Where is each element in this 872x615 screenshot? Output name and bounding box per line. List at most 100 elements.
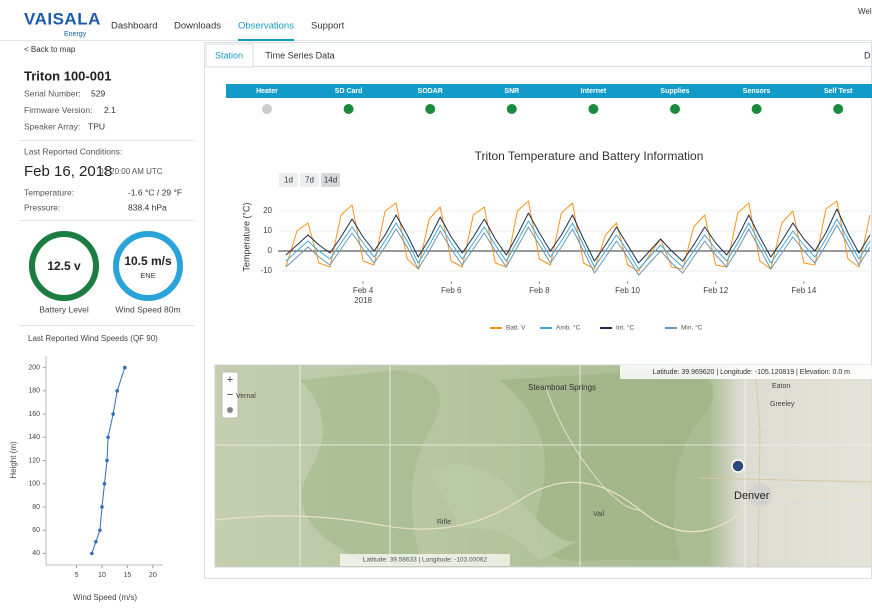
field-value: 529 <box>91 88 105 98</box>
map-place: Steamboat Springs <box>528 383 596 392</box>
range-button-label[interactable]: 7d <box>305 176 314 185</box>
locate-button[interactable] <box>227 407 233 413</box>
data-point <box>94 539 98 544</box>
status-label: SNR <box>504 88 519 95</box>
range-button[interactable] <box>321 173 340 187</box>
range-button[interactable] <box>300 173 319 187</box>
tab[interactable]: Time Series Data <box>265 50 334 60</box>
legend-label[interactable]: Min. °C <box>681 324 703 332</box>
condition-value: 838.4 hPa <box>128 202 167 212</box>
data-point <box>89 551 94 556</box>
status-label: Self Test <box>824 88 853 95</box>
x-axis-label: Wind Speed (m/s) <box>73 593 137 602</box>
y-tick-label: -10 <box>260 266 272 275</box>
map-road <box>699 365 872 567</box>
status-indicator <box>262 104 272 114</box>
nav-item[interactable]: Downloads <box>174 21 221 32</box>
map-city <box>748 483 772 507</box>
y-tick-label: 180 <box>28 388 40 395</box>
map-frame <box>214 364 872 568</box>
status-indicator <box>751 104 762 114</box>
data-point <box>105 458 109 463</box>
y-tick-label: 160 <box>28 411 40 418</box>
data-line <box>91 367 126 554</box>
nav-item[interactable]: Dashboard <box>111 21 157 32</box>
map-place: Vail <box>593 511 605 518</box>
condition-value: -1.6 °C / 29 °F <box>128 187 182 197</box>
status-indicator <box>833 104 844 114</box>
nav-item[interactable]: Observations <box>238 21 294 32</box>
map-info: Latitude: 39.969620 | Longitude: -105.12… <box>653 369 851 376</box>
x-tick-label: 15 <box>123 572 131 579</box>
map-place: Eaton <box>772 383 790 390</box>
gauge-label: Wind Speed 80m <box>115 304 180 314</box>
status-label: Supplies <box>660 88 689 95</box>
map-marker[interactable] <box>731 459 745 473</box>
x-tick-label: Feb 14 <box>791 286 816 295</box>
gauge-ring <box>29 231 99 301</box>
gauge-ring <box>113 231 183 301</box>
chart-title: Triton Temperature and Battery Informati… <box>475 149 704 163</box>
legend-label[interactable]: Amb. °C <box>556 324 581 332</box>
user-greeting[interactable]: Wel <box>858 7 872 16</box>
y-tick-label: 80 <box>32 504 40 511</box>
range-button[interactable] <box>279 173 298 187</box>
logo-sub: Energy <box>64 31 87 38</box>
map-place: Rifle <box>437 519 451 526</box>
status-label: SODAR <box>418 88 443 95</box>
status-indicator <box>506 104 517 114</box>
data-point <box>106 435 110 440</box>
gauge-label: Battery Level <box>39 304 89 314</box>
range-button-label[interactable]: 14d <box>324 176 337 185</box>
field-label: Serial Number: <box>24 88 81 98</box>
data-point <box>98 528 102 532</box>
y-tick-label: 100 <box>28 481 40 488</box>
legend-label[interactable]: Batt. V <box>506 325 526 332</box>
status-indicator <box>670 104 680 114</box>
y-tick-label: 10 <box>263 226 272 235</box>
condition-label: Temperature: <box>24 187 74 197</box>
data-point <box>123 365 127 370</box>
y-tick-label: 140 <box>28 434 40 441</box>
zoom-in[interactable]: + <box>227 374 233 386</box>
y-axis-label: Height (m) <box>9 441 18 479</box>
map-place: Vernal <box>236 393 256 400</box>
back-link[interactable]: < Back to map <box>24 45 76 54</box>
zoom-control <box>221 371 239 419</box>
logo[interactable]: VAISALA <box>24 9 101 28</box>
status-bar <box>226 84 872 98</box>
legend-label[interactable]: Int. °C <box>616 324 634 332</box>
status-label: SD Card <box>335 88 363 95</box>
data-point <box>102 481 107 486</box>
map-road <box>215 481 872 533</box>
x-tick-label: Feb 12 <box>703 286 728 295</box>
map-terrain <box>430 464 580 560</box>
status-indicator <box>588 104 599 114</box>
data-point <box>100 505 104 509</box>
map[interactable]: + − Latitude: 39.969620 | Longitude: -10… <box>214 364 872 568</box>
conditions-time: 02:20:00 AM UTC <box>99 167 163 176</box>
status-indicator <box>425 104 436 114</box>
x-tick-label: Feb 4 <box>353 286 374 295</box>
zoom-out[interactable]: − <box>227 389 233 401</box>
x-tick-label: 10 <box>98 572 106 579</box>
condition-label: Pressure: <box>24 202 60 212</box>
data-point <box>115 389 120 393</box>
y-tick-label: 0 <box>268 246 273 255</box>
data-line <box>285 208 871 264</box>
gauge-value: 10.5 m/s <box>124 254 172 268</box>
nav-bar <box>0 0 872 40</box>
y-axis-label: Temperature (°C) <box>241 202 251 271</box>
status-label: Internet <box>581 88 607 95</box>
nav-item[interactable]: Support <box>311 21 345 32</box>
range-button-label[interactable]: 1d <box>284 176 293 185</box>
tab-active-bg <box>205 43 254 68</box>
status-label: Sensors <box>743 88 771 95</box>
field-value: 2.1 <box>104 105 116 115</box>
tab[interactable]: Station <box>215 50 243 60</box>
map-place: Greeley <box>770 401 795 408</box>
map-grid <box>215 365 872 567</box>
tab[interactable]: D <box>864 50 871 60</box>
x-tick-label: Feb 10 <box>615 286 640 295</box>
y-tick-label: 40 <box>32 550 40 557</box>
